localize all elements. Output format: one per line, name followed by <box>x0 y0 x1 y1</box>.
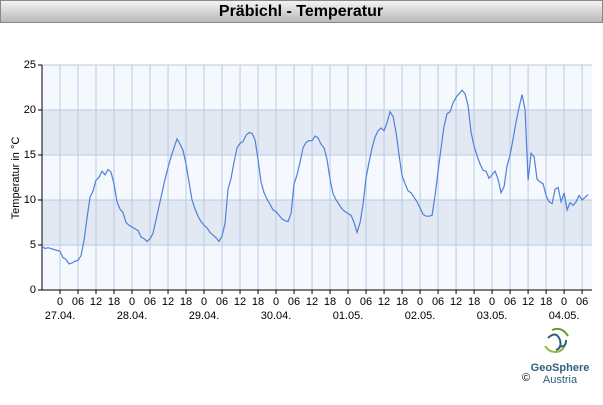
date-label: 03.05. <box>477 310 508 322</box>
temperature-line <box>41 89 589 265</box>
x-tick-label: 06 <box>360 296 372 308</box>
x-tick-label: 0 <box>345 296 351 308</box>
date-label: 30.04. <box>261 310 292 322</box>
y-tick-label: 5 <box>30 239 36 251</box>
y-tick-label: 25 <box>24 59 36 71</box>
x-tick-label: 0 <box>201 296 207 308</box>
y-tick-label: 20 <box>24 104 36 116</box>
x-tick-label: 18 <box>252 296 264 308</box>
x-tick-label: 12 <box>378 296 390 308</box>
x-tick-label: 12 <box>306 296 318 308</box>
x-tick-label: 06 <box>504 296 516 308</box>
x-tick-label: 06 <box>72 296 84 308</box>
date-label: 28.04. <box>117 310 148 322</box>
x-tick-label: 06 <box>576 296 588 308</box>
x-tick-label: 0 <box>489 296 495 308</box>
y-tick-label: 10 <box>24 194 36 206</box>
date-label: 01.05. <box>333 310 364 322</box>
date-label: 04.05. <box>549 310 580 322</box>
grid-band <box>42 200 592 245</box>
plot-background <box>42 65 592 290</box>
copyright: © <box>522 372 530 384</box>
x-tick-label: 12 <box>450 296 462 308</box>
y-tick-label: 15 <box>24 149 36 161</box>
logo <box>544 327 569 354</box>
x-tick-label: 0 <box>273 296 279 308</box>
x-tick-label: 06 <box>216 296 228 308</box>
x-tick-label: 12 <box>234 296 246 308</box>
x-tick-label: 18 <box>324 296 336 308</box>
x-tick-label: 18 <box>396 296 408 308</box>
x-tick-label: 0 <box>561 296 567 308</box>
y-axis-label: Temperatur in °C <box>10 137 22 220</box>
x-tick-label: 0 <box>129 296 135 308</box>
brand: GeoSphere <box>531 362 590 374</box>
x-tick-label: 12 <box>90 296 102 308</box>
x-tick-label: 0 <box>57 296 63 308</box>
date-label: 27.04. <box>45 310 76 322</box>
brand-country: Austria <box>543 374 578 386</box>
x-tick-label: 12 <box>522 296 534 308</box>
date-label: 02.05. <box>405 310 436 322</box>
x-tick-label: 0 <box>417 296 423 308</box>
x-tick-label: 18 <box>468 296 480 308</box>
x-tick-label: 18 <box>540 296 552 308</box>
x-tick-label: 18 <box>108 296 120 308</box>
x-tick-label: 18 <box>180 296 192 308</box>
chart-title: Präbichl - Temperatur <box>219 3 383 20</box>
grid-band <box>42 110 592 155</box>
x-tick-label: 06 <box>144 296 156 308</box>
x-tick-label: 06 <box>432 296 444 308</box>
y-tick-label: 0 <box>30 284 36 296</box>
x-tick-label: 12 <box>162 296 174 308</box>
x-tick-label: 06 <box>288 296 300 308</box>
date-label: 29.04. <box>189 310 220 322</box>
